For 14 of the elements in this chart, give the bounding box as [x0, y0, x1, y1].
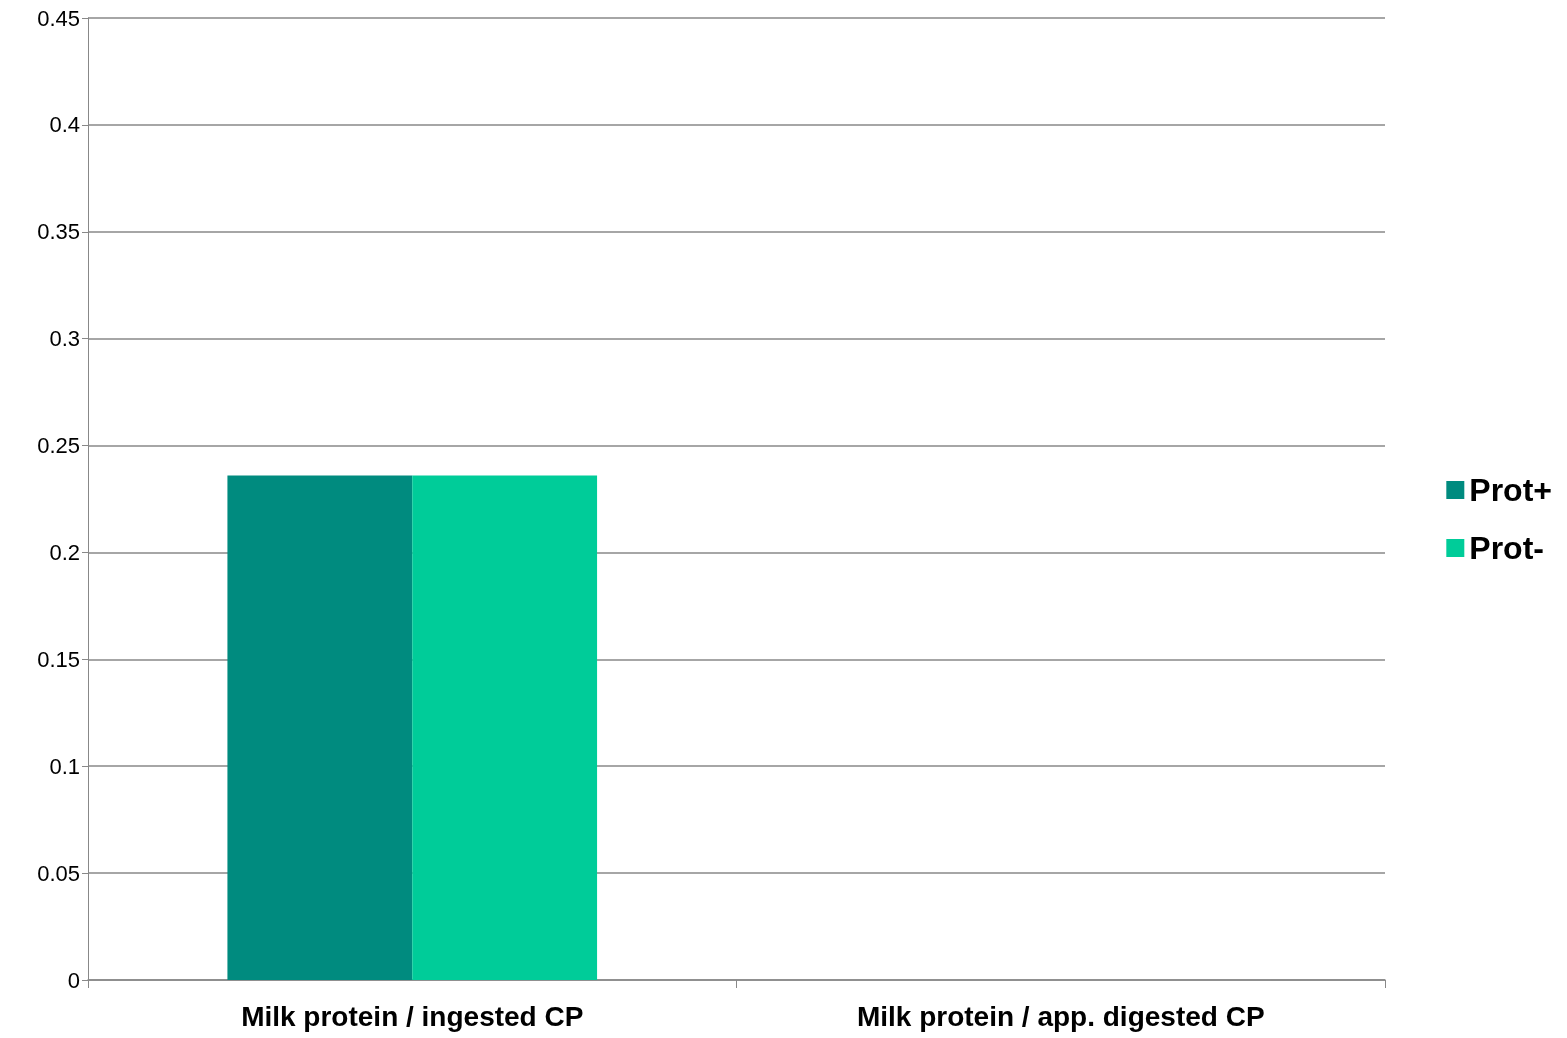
x-tick-label: Milk protein / ingested CP: [241, 1000, 584, 1032]
y-tick-label: 0.45: [37, 5, 80, 31]
y-tick-label: 0.2: [49, 539, 80, 565]
y-tick-label: 0.25: [37, 433, 80, 459]
y-tick-label: 0.3: [49, 326, 80, 352]
y-tick-label: 0.1: [49, 753, 80, 779]
y-tick-label: 0.35: [37, 219, 80, 245]
y-tick-label: 0.05: [37, 860, 80, 886]
y-tick-label: 0: [67, 967, 80, 993]
y-tick-label: 0.15: [37, 646, 80, 672]
legend-label: Prot-: [1469, 530, 1544, 566]
x-tick-label: Milk protein / app. digested CP: [856, 1000, 1265, 1032]
y-tick-label: 0.4: [49, 112, 80, 138]
legend-label: Prot+: [1469, 472, 1552, 508]
